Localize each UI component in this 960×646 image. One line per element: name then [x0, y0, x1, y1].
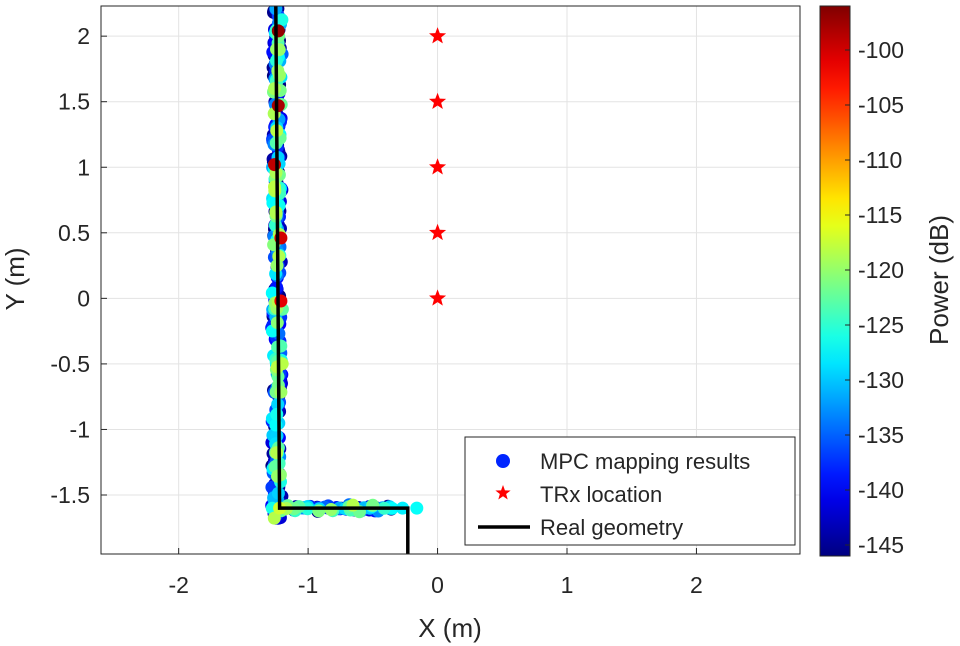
- plot-border: [100, 5, 801, 555]
- colorbar-label: Power (dB): [924, 215, 954, 345]
- colorbar-tick-label: -130: [858, 367, 904, 393]
- colorbar-tick-label: -140: [858, 477, 904, 503]
- data-layer: [265, 6, 447, 554]
- mpc-point: [267, 511, 281, 525]
- y-axis-label: Y (m): [0, 247, 30, 310]
- mpc-point: [271, 469, 284, 483]
- colorbar-tick-label: -105: [858, 92, 904, 118]
- mpc-point-strong: [268, 180, 281, 194]
- colorbar-tick-label: -120: [858, 257, 904, 283]
- real-geometry-line: [274, 6, 410, 554]
- y-tick-label: 2: [77, 23, 90, 49]
- trx-star: [429, 27, 447, 44]
- x-tick-label: -2: [168, 572, 188, 598]
- y-tick-label: 1.5: [58, 89, 90, 115]
- colorbar-tick-label: -125: [858, 312, 904, 338]
- mpc-point: [270, 407, 284, 421]
- y-tick-label: 0: [77, 285, 90, 311]
- colorbar-tick-label: -115: [858, 202, 902, 228]
- y-ticks: -1.5 -1 -0.5 0 0.5 1 1.5 2: [50, 23, 107, 508]
- trx-stars: [429, 27, 447, 306]
- x-axis-label: X (m): [418, 613, 482, 643]
- y-tick-label: -0.5: [50, 351, 90, 377]
- trx-star: [429, 223, 447, 241]
- mpc-point-strong: [268, 82, 281, 96]
- colorbar: -145 -140 -135 -130 -125 -120 -115 -110 -105 -100…: [819, 5, 954, 558]
- x-tick-label: -1: [298, 572, 318, 598]
- trx-star: [429, 92, 447, 109]
- x-tick-label: 2: [690, 572, 703, 598]
- y-tick-label: -1.5: [50, 482, 90, 508]
- x-ticks: -2 -1 0 1 2: [168, 548, 703, 598]
- colorbar-gradient: [819, 5, 851, 557]
- mpc-point: [274, 385, 288, 399]
- legend-label-mpc: MPC mapping results: [540, 449, 750, 474]
- x-tick-label: 1: [561, 572, 574, 598]
- legend-marker-mpc: [496, 454, 510, 468]
- mpc-point-strong: [268, 158, 281, 172]
- mpc-point-strong: [271, 24, 285, 38]
- mpc-point: [275, 13, 289, 27]
- x-tick-label: 0: [431, 572, 444, 598]
- colorbar-tick-label: -100: [858, 37, 904, 63]
- legend-marker-trx: [495, 485, 511, 500]
- legend: MPC mapping results TRx location Real ge…: [464, 436, 796, 546]
- legend-label-geometry: Real geometry: [540, 515, 683, 540]
- mpc-point-strong: [410, 501, 424, 515]
- trx-star: [429, 158, 447, 175]
- colorbar-tick-label: -145: [858, 532, 904, 558]
- y-tick-label: 0.5: [58, 220, 90, 246]
- colorbar-tick-label: -110: [858, 147, 902, 173]
- colorbar-ticks: -145 -140 -135 -130 -125 -120 -115 -110 -105 -100: [845, 37, 904, 558]
- y-tick-label: -1: [70, 416, 90, 442]
- trx-star: [429, 289, 447, 306]
- mpc-point: [270, 446, 284, 460]
- mpc-points: [265, 6, 424, 525]
- legend-label-trx: TRx location: [540, 482, 662, 507]
- y-tick-label: 1: [77, 154, 90, 180]
- colorbar-tick-label: -135: [858, 422, 904, 448]
